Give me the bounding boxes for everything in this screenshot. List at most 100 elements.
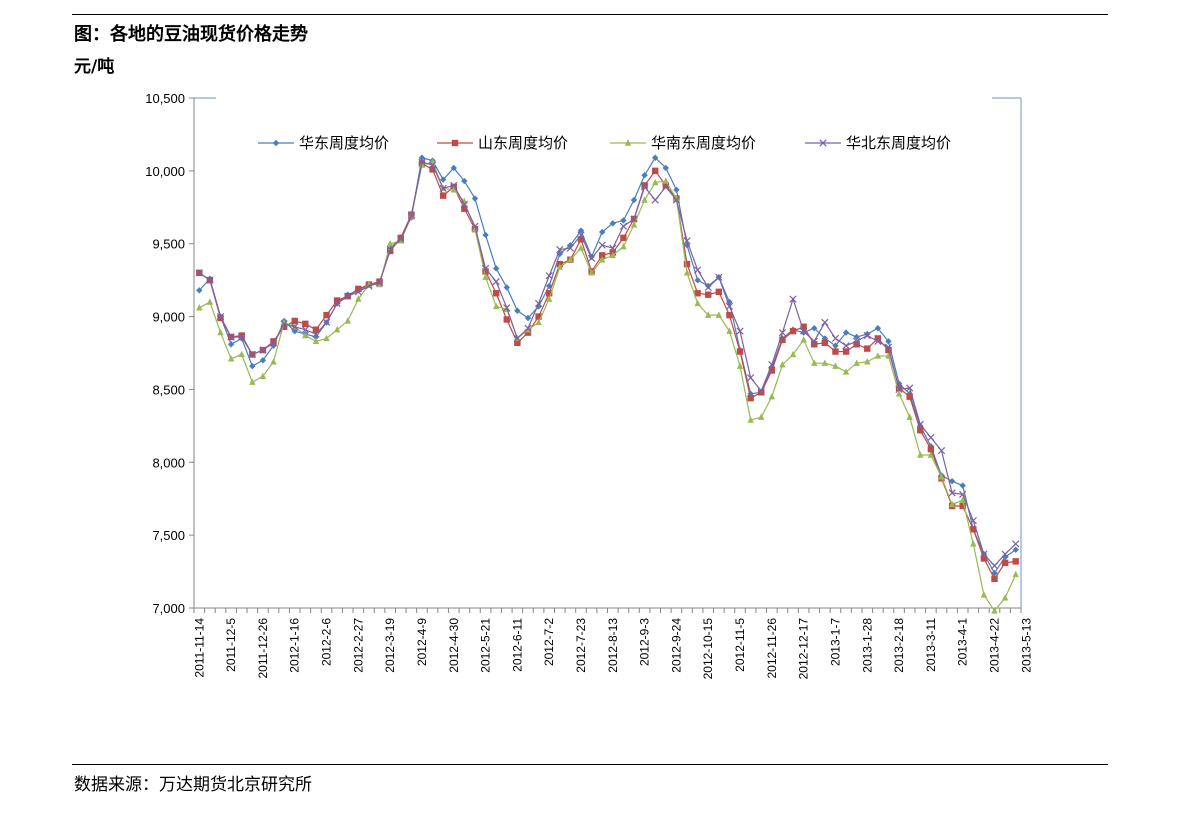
marker-square [238, 332, 245, 339]
y-tick-label: 10,500 [145, 91, 185, 106]
marker-x [587, 254, 596, 262]
marker-triangle [492, 302, 500, 310]
marker-triangle [853, 359, 860, 366]
marker-x [503, 304, 511, 312]
marker-x [916, 420, 924, 429]
marker-square [641, 182, 648, 189]
marker-triangle [927, 451, 935, 458]
marker-x [598, 241, 606, 249]
marker-triangle [821, 359, 829, 366]
marker-x [937, 447, 946, 455]
marker-diamond [630, 196, 638, 204]
marker-square [811, 341, 818, 348]
marker-x [301, 326, 309, 334]
marker-square [842, 348, 850, 355]
marker-triangle [1012, 570, 1019, 578]
x-tick-label: 2012-7-2 [542, 618, 556, 666]
marker-triangle [249, 378, 256, 385]
marker-x [556, 245, 564, 254]
marker-triangle [302, 331, 309, 339]
marker-triangle [333, 325, 341, 333]
marker-square [429, 166, 436, 173]
marker-triangle [970, 540, 977, 547]
marker-diamond [259, 357, 267, 364]
marker-x [291, 323, 299, 331]
marker-diamond [461, 177, 468, 185]
x-tick-label: 2012-9-3 [638, 618, 652, 666]
marker-x [948, 489, 956, 497]
marker-x [280, 320, 288, 328]
x-tick-label: 2011-11-14 [192, 618, 206, 678]
marker-triangle [906, 413, 913, 420]
marker-diamond [726, 298, 733, 306]
marker-triangle [386, 240, 394, 247]
marker-square [577, 236, 585, 243]
marker-triangle [355, 295, 362, 302]
marker-x [927, 433, 935, 442]
marker-triangle [673, 194, 680, 202]
marker-triangle [874, 352, 882, 359]
marker-diamond [652, 154, 659, 161]
marker-diamond [620, 217, 627, 224]
bottom-rule [72, 764, 1108, 765]
marker-square [747, 394, 754, 402]
marker-square [492, 290, 500, 297]
x-tick-label: 2013-1-28 [860, 618, 874, 673]
marker-diamond [694, 276, 701, 284]
marker-square [821, 339, 829, 346]
series-line [199, 161, 1017, 612]
marker-square [598, 252, 606, 259]
marker-x [450, 181, 458, 190]
marker-diamond [1012, 546, 1019, 553]
y-tick-label: 10,000 [145, 164, 185, 179]
marker-triangle [991, 607, 998, 614]
marker-diamond [864, 330, 871, 338]
marker-diamond [948, 478, 956, 485]
y-tick-label: 9,500 [152, 237, 185, 252]
marker-triangle [259, 372, 267, 380]
marker-triangle [196, 304, 203, 311]
marker-x [269, 339, 278, 347]
marker-triangle [620, 242, 627, 250]
marker-triangle [652, 178, 659, 186]
marker-diamond [673, 186, 680, 193]
marker-x [1012, 540, 1020, 548]
marker-triangle [535, 318, 542, 326]
marker-x [683, 237, 691, 245]
marker-x [789, 295, 797, 303]
x-tick-label: 2012-4-9 [415, 618, 429, 666]
marker-x [959, 490, 967, 498]
marker-triangle [885, 352, 892, 359]
marker-square [355, 285, 362, 293]
x-tick-label: 2012-2-6 [320, 618, 334, 666]
marker-x [693, 266, 702, 274]
y-tick-label: 8,000 [152, 455, 185, 470]
x-tick-label: 2012-5-21 [479, 618, 493, 673]
marker-triangle [588, 269, 595, 276]
marker-triangle [747, 416, 754, 423]
chart-title: 图：各地的豆油现货价格走势 [74, 24, 308, 45]
marker-triangle [789, 350, 797, 358]
marker-triangle [609, 251, 617, 259]
marker-x [969, 516, 977, 525]
marker-x [672, 196, 681, 204]
marker-square [439, 192, 447, 199]
marker-diamond [577, 227, 585, 234]
marker-diamond [853, 333, 860, 341]
marker-x [853, 337, 861, 345]
marker-x [566, 244, 575, 252]
marker-triangle [779, 360, 786, 368]
marker-square [683, 260, 691, 268]
marker-triangle [811, 359, 818, 366]
marker-x [471, 222, 479, 230]
marker-diamond [196, 287, 203, 294]
marker-x [439, 184, 447, 192]
marker-x [259, 346, 267, 354]
marker-triangle [344, 317, 351, 324]
x-tick-label: 2012-11-26 [765, 618, 779, 679]
marker-square [323, 311, 330, 319]
marker-x [662, 183, 670, 191]
marker-square [535, 313, 542, 320]
marker-triangle [624, 139, 632, 146]
marker-diamond [874, 325, 882, 332]
